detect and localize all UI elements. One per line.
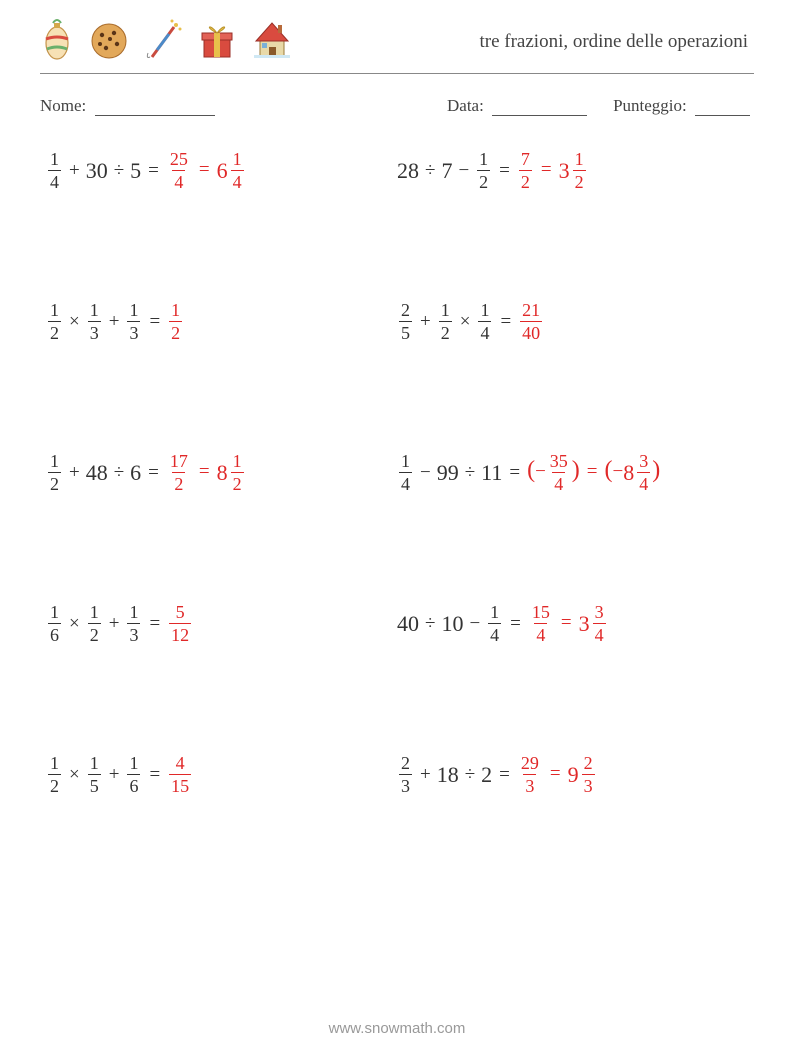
problem: 14−99÷11=(−354)=(−834) (397, 452, 748, 493)
score-field: Punteggio: (613, 96, 754, 116)
problem: 23+18÷2=293=923 (397, 754, 748, 795)
worksheet-title: tre frazioni, ordine delle operazioni (479, 31, 754, 53)
problem: 40÷10−14=154=334 (397, 603, 748, 644)
name-label: Nome: (40, 96, 86, 115)
date-blank[interactable] (492, 100, 587, 116)
footer-url: www.snowmath.com (0, 1020, 794, 1037)
cookie-icon (88, 19, 130, 66)
problem: 12×13+13=12 (46, 301, 397, 342)
name-field: Nome: (40, 96, 219, 116)
gift-icon (198, 19, 236, 66)
score-blank[interactable] (695, 100, 750, 116)
firework-icon (144, 17, 184, 66)
name-blank[interactable] (95, 100, 215, 116)
problem: 14+30÷5=254=614 (46, 150, 397, 191)
problem: 16×12+13=512 (46, 603, 397, 644)
problem: 28÷7−12=72=312 (397, 150, 748, 191)
date-field: Data: (447, 96, 591, 116)
worksheet-page: tre frazioni, ordine delle operazioni No… (0, 0, 794, 1053)
meta-row: Nome: Data: Punteggio: (40, 96, 754, 116)
problems-grid: 14+30÷5=254=61428÷7−12=72=312 12×13+13=12… (40, 150, 754, 795)
date-label: Data: (447, 96, 484, 115)
problem: 12×15+16=415 (46, 754, 397, 795)
problem: 25+12×14=2140 (397, 301, 748, 342)
header: tre frazioni, ordine delle operazioni (40, 18, 754, 74)
house-icon (250, 17, 294, 66)
score-label: Punteggio: (613, 96, 687, 115)
ornament-icon (40, 17, 74, 66)
problem: 12+48÷6=172=812 (46, 452, 397, 493)
header-icons (40, 17, 294, 66)
